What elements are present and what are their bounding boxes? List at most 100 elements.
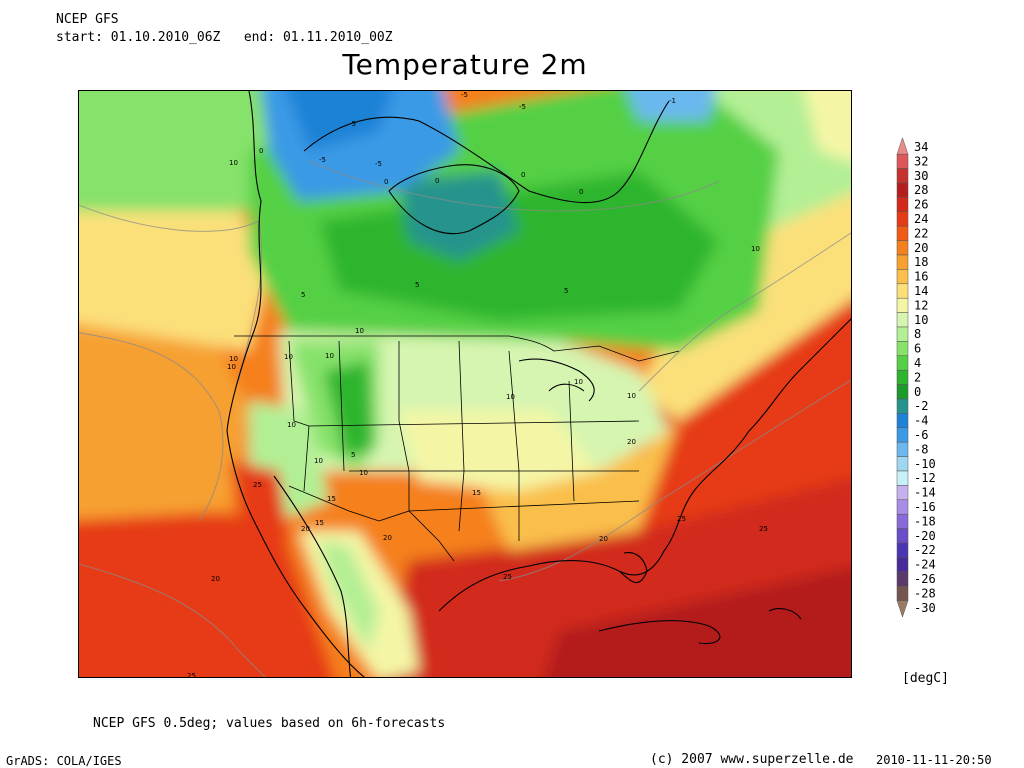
legend-swatch <box>896 225 909 241</box>
contour-label: 5 <box>415 281 419 289</box>
data-source-note: NCEP GFS 0.5deg; values based on 6h-fore… <box>93 716 446 731</box>
legend-swatch <box>896 269 909 285</box>
page-title: Temperature 2m <box>342 48 588 81</box>
legend-swatch <box>896 413 909 429</box>
field-hudson <box>399 171 519 261</box>
contour-label: 10 <box>627 392 636 400</box>
contour-label: 10 <box>574 378 583 386</box>
legend-swatch <box>896 240 909 256</box>
legend-swatch <box>896 254 909 270</box>
coastlines <box>226 91 851 677</box>
contour-label: 5 <box>564 287 568 295</box>
legend-swatch <box>896 557 909 573</box>
borders <box>234 335 680 562</box>
contour-label: -1 <box>669 97 676 105</box>
contour-label: 5 <box>351 451 355 459</box>
legend-label: -22 <box>914 543 936 557</box>
legend-swatch <box>896 312 909 328</box>
legend-label: -18 <box>914 514 936 528</box>
legend-label: 8 <box>914 327 921 341</box>
field-rockies-core <box>324 361 374 456</box>
legend-swatch <box>896 182 909 198</box>
legend-label: 18 <box>914 255 928 269</box>
legend-label: -30 <box>914 601 936 615</box>
legend-label: 2 <box>914 370 921 384</box>
legend-swatch <box>896 168 909 184</box>
field-greenland <box>627 91 715 121</box>
legend-swatch <box>896 283 909 299</box>
field-mexico-core <box>319 541 379 651</box>
contour-label: -5 <box>461 91 468 99</box>
legend-label: -10 <box>914 457 936 471</box>
legend-label: -16 <box>914 500 936 514</box>
field-west-ocean <box>79 175 269 351</box>
contour-label: 10 <box>325 352 334 360</box>
legend-swatch <box>896 197 909 213</box>
legend-swatch <box>896 485 909 501</box>
contour-label: 15 <box>327 495 336 503</box>
legend-label: -8 <box>914 442 928 456</box>
legend-swatch <box>896 513 909 529</box>
legend-label: 22 <box>914 226 928 240</box>
contour-label: 0 <box>579 188 583 196</box>
contour-label: 0 <box>521 171 525 179</box>
contour-label: 10 <box>751 245 760 253</box>
model-name: NCEP GFS <box>56 12 119 27</box>
contour-label: 0 <box>259 147 263 155</box>
legend-label: 20 <box>914 241 928 255</box>
legend-swatch <box>896 585 909 601</box>
legend-label: 0 <box>914 385 921 399</box>
contour-label: 25 <box>253 481 262 489</box>
contour-label: 20 <box>301 525 310 533</box>
legend-label: 34 <box>914 140 928 154</box>
timestamp: 2010-11-11-20:50 <box>876 753 992 767</box>
legend-swatch <box>896 211 909 227</box>
legend-swatch <box>896 341 909 357</box>
legend-label: -14 <box>914 486 936 500</box>
contour-label: 10 <box>227 363 236 371</box>
legend-label: 14 <box>914 284 928 298</box>
contour-label: 25 <box>677 515 686 523</box>
color-legend: 34 32 30 28 26 24 22 20 18 16 14 12 10 8 6 4 2 0 -2 -4 -6 -8-… <box>893 133 953 628</box>
field-caribbean <box>543 567 851 677</box>
contour-label: 0 <box>435 177 439 185</box>
contour-label: -5 <box>375 160 382 168</box>
contour-label: 10 <box>287 421 296 429</box>
legend-bar: 3432302826242220181614121086420-2-4-6-8-… <box>896 137 936 618</box>
legend-swatch <box>896 153 909 169</box>
legend-label: -24 <box>914 558 936 572</box>
copyright: (c) 2007 www.superzelle.de <box>650 752 854 767</box>
contour-lines <box>79 160 851 677</box>
legend-label: -20 <box>914 529 936 543</box>
contour-label: 15 <box>315 519 324 527</box>
legend-swatch <box>896 456 909 472</box>
contour-label: 20 <box>599 535 608 543</box>
temperature-map: -5 -5 -1 -5 -5 0 0 -5 0 0 0 10 10 5 5 5 … <box>78 90 852 678</box>
legend-label: -26 <box>914 572 936 586</box>
legend-swatch <box>896 297 909 313</box>
contour-label: -5 <box>519 103 526 111</box>
map-labels: -5 -5 -1 -5 -5 0 0 -5 0 0 0 10 10 5 5 5 … <box>187 91 768 677</box>
legend-label: 4 <box>914 356 921 370</box>
legend-swatch <box>896 528 909 544</box>
legend-swatch <box>896 369 909 385</box>
contour-label: 20 <box>211 575 220 583</box>
legend-swatch <box>896 427 909 443</box>
contour-label: 10 <box>284 353 293 361</box>
legend-swatch <box>896 355 909 371</box>
legend-swatch <box>896 571 909 587</box>
field-arctic-core <box>286 91 393 151</box>
contour-label: 10 <box>229 355 238 363</box>
legend-arrow-bottom <box>896 600 909 618</box>
contour-label: 0 <box>384 178 388 186</box>
contour-label: 5 <box>301 291 305 299</box>
contour-label: 10 <box>314 457 323 465</box>
field-far-ne <box>804 91 851 162</box>
legend-label: 12 <box>914 298 928 312</box>
contour-label: 25 <box>503 573 512 581</box>
legend-label: 6 <box>914 342 921 356</box>
legend-label: 28 <box>914 183 928 197</box>
legend-swatch <box>896 542 909 558</box>
legend-units: [degC] <box>902 671 949 686</box>
forecast-period: start: 01.10.2010_06Z end: 01.11.2010_00… <box>56 30 393 45</box>
